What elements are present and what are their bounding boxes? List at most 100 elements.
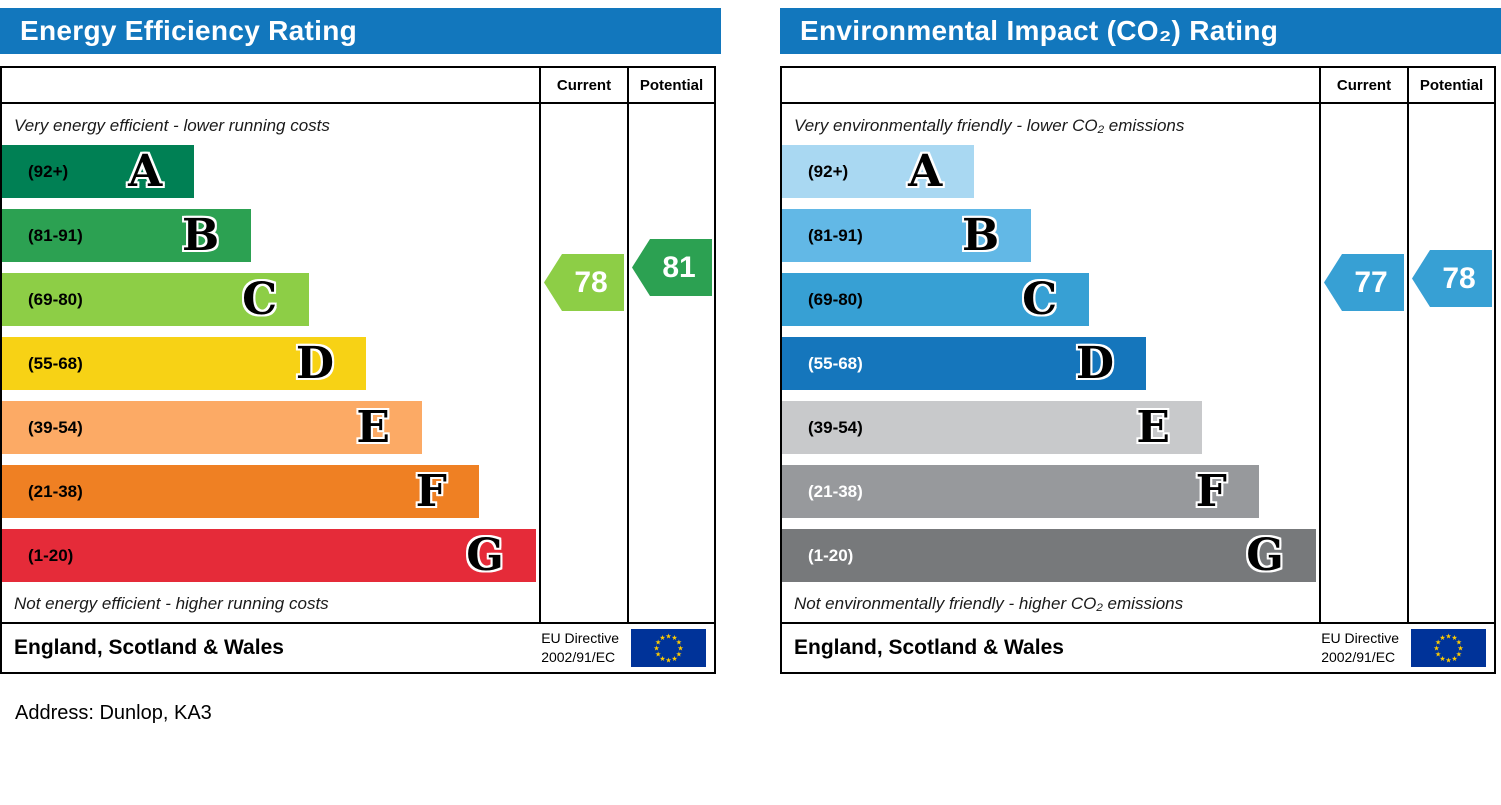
bottom-note: Not energy efficient - higher running co… <box>14 594 329 613</box>
rating-band-c: (69-80) C <box>782 273 1090 326</box>
band-range-label: (92+) <box>808 161 849 181</box>
band-range-label: (1-20) <box>808 545 854 565</box>
band-range-label: (39-54) <box>28 417 83 437</box>
columns-header: Current Potential <box>782 68 1494 104</box>
band-letter: C <box>242 273 278 325</box>
footer-region: England, Scotland & Wales <box>794 636 1064 659</box>
svg-text:★: ★ <box>1451 655 1457 663</box>
svg-text:★: ★ <box>676 639 682 647</box>
columns-header: Current Potential <box>2 68 714 104</box>
potential-column: 78 <box>1407 104 1494 622</box>
band-range-label: (55-68) <box>28 353 83 373</box>
band-range-label: (92+) <box>28 161 69 181</box>
potential-rating-arrow: 78 <box>1412 250 1492 307</box>
eu-directive-line1: EU Directive <box>1321 630 1399 647</box>
svg-text:★: ★ <box>655 651 661 659</box>
current-rating-value: 77 <box>1354 265 1388 299</box>
rating-band-g: (1-20) G <box>2 529 536 582</box>
band-range-label: (69-80) <box>808 289 863 309</box>
svg-text:★: ★ <box>1433 645 1439 653</box>
band-range-label: (21-38) <box>28 481 83 501</box>
band-letter: F <box>415 465 447 517</box>
chart-body: Very energy efficient - lower running co… <box>2 104 714 622</box>
svg-text:★: ★ <box>665 633 671 641</box>
svg-text:★: ★ <box>659 634 665 642</box>
current-rating-value: 78 <box>574 265 608 299</box>
bottom-note: Not environmentally friendly - higher CO… <box>794 594 1184 613</box>
svg-text:★: ★ <box>677 645 683 653</box>
chart-title: Energy Efficiency Rating <box>20 15 358 46</box>
chart-footer: England, Scotland & Wales EU Directive 2… <box>2 622 714 672</box>
top-note: Very environmentally friendly - lower CO… <box>794 116 1185 135</box>
rating-band-e: (39-54) E <box>782 401 1202 454</box>
band-range-label: (1-20) <box>28 545 74 565</box>
band-range-label: (21-38) <box>808 481 863 501</box>
eu-directive-text: EU Directive 2002/91/EC <box>541 629 619 667</box>
svg-text:★: ★ <box>671 655 677 663</box>
svg-text:★: ★ <box>676 651 682 659</box>
chart-table: Current Potential Very energy efficient … <box>0 66 716 674</box>
eu-directive-line1: EU Directive <box>541 630 619 647</box>
svg-text:★: ★ <box>1445 657 1451 665</box>
bands-list: (92+) A (81-91) B (69-80) C (55-68) D <box>782 145 1319 582</box>
current-rating-arrow: 77 <box>1324 254 1404 311</box>
rating-band-c: (69-80) C <box>2 273 310 326</box>
potential-rating-arrow: 81 <box>632 239 712 296</box>
band-letter: E <box>1136 401 1170 453</box>
potential-rating-value: 78 <box>1442 261 1476 295</box>
footer-region: England, Scotland & Wales <box>14 636 284 659</box>
current-column-header: Current <box>539 68 627 102</box>
svg-text:★: ★ <box>671 634 677 642</box>
current-rating-arrow: 78 <box>544 254 624 311</box>
eu-flag-icon: ★ ★★★★★★★★★★★ <box>631 629 706 667</box>
eu-directive-text: EU Directive 2002/91/EC <box>1321 629 1399 667</box>
chart-title-bar: Energy Efficiency Rating <box>0 8 721 54</box>
columns-header-spacer <box>782 68 1319 102</box>
address-text: Address: Dunlop, KA3 <box>15 702 212 724</box>
energy-efficiency-chart: Energy Efficiency Rating Current Potenti… <box>0 8 721 674</box>
svg-text:★: ★ <box>665 657 671 665</box>
environmental-impact-chart: Environmental Impact (CO₂) Rating Curren… <box>780 8 1501 674</box>
band-range-label: (81-91) <box>28 225 83 245</box>
svg-text:★: ★ <box>1456 651 1462 659</box>
band-letter: A <box>128 145 163 197</box>
rating-band-f: (21-38) F <box>782 465 1259 518</box>
band-letter: C <box>1022 273 1058 325</box>
rating-band-d: (55-68) D <box>782 337 1147 390</box>
svg-text:★: ★ <box>659 655 665 663</box>
eu-directive-line2: 2002/91/EC <box>541 649 616 665</box>
chart-table: Current Potential Very environmentally f… <box>780 66 1496 674</box>
svg-text:★: ★ <box>1456 639 1462 647</box>
svg-text:★: ★ <box>655 639 661 647</box>
rating-band-e: (39-54) E <box>2 401 422 454</box>
band-letter: B <box>181 209 220 261</box>
rating-band-b: (81-91) B <box>2 209 252 262</box>
potential-rating-value: 81 <box>662 250 696 284</box>
band-range-label: (81-91) <box>808 225 863 245</box>
top-note: Very energy efficient - lower running co… <box>14 116 330 135</box>
svg-text:★: ★ <box>1439 634 1445 642</box>
bands-area: Very environmentally friendly - lower CO… <box>782 104 1319 622</box>
chart-title: Environmental Impact (CO₂) Rating <box>800 15 1279 46</box>
svg-text:★: ★ <box>1435 651 1441 659</box>
current-column: 78 <box>539 104 627 622</box>
svg-text:★: ★ <box>1451 634 1457 642</box>
eu-flag-icon: ★ ★★★★★★★★★★★ <box>1411 629 1486 667</box>
chart-footer: England, Scotland & Wales EU Directive 2… <box>782 622 1494 672</box>
svg-text:★: ★ <box>653 645 659 653</box>
band-range-label: (55-68) <box>808 353 863 373</box>
band-letter: G <box>1246 529 1284 581</box>
potential-column-header: Potential <box>1407 68 1494 102</box>
rating-band-d: (55-68) D <box>2 337 367 390</box>
potential-column: 81 <box>627 104 714 622</box>
band-letter: G <box>466 529 504 581</box>
band-letter: A <box>908 145 943 197</box>
band-letter: F <box>1195 465 1227 517</box>
chart-body: Very environmentally friendly - lower CO… <box>782 104 1494 622</box>
bands-area: Very energy efficient - lower running co… <box>2 104 539 622</box>
current-column-header: Current <box>1319 68 1407 102</box>
rating-band-b: (81-91) B <box>782 209 1032 262</box>
svg-text:★: ★ <box>1435 639 1441 647</box>
rating-band-f: (21-38) F <box>2 465 479 518</box>
eu-directive-line2: 2002/91/EC <box>1321 649 1396 665</box>
